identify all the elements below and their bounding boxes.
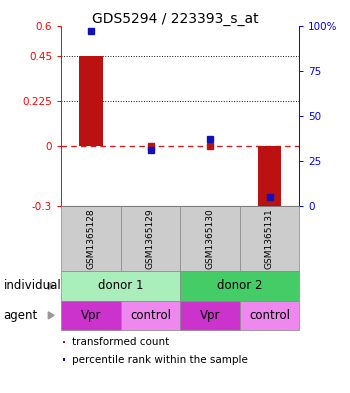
Text: GSM1365130: GSM1365130 (205, 208, 215, 269)
Text: control: control (130, 309, 171, 322)
Text: donor 1: donor 1 (98, 279, 144, 292)
Text: donor 2: donor 2 (217, 279, 262, 292)
Text: GSM1365131: GSM1365131 (265, 208, 274, 269)
Bar (258, 146, 281, 206)
Text: Vpr: Vpr (200, 309, 220, 322)
Text: GDS5294 / 223393_s_at: GDS5294 / 223393_s_at (92, 12, 258, 26)
Text: GSM1365129: GSM1365129 (146, 208, 155, 269)
Text: control: control (249, 309, 290, 322)
Text: Vpr: Vpr (81, 309, 101, 322)
Bar (79, 56, 103, 146)
Text: agent: agent (4, 309, 38, 322)
Text: individual: individual (4, 279, 61, 292)
Text: percentile rank within the sample: percentile rank within the sample (72, 354, 248, 365)
Text: transformed count: transformed count (72, 337, 170, 347)
Text: GSM1365128: GSM1365128 (86, 208, 96, 269)
